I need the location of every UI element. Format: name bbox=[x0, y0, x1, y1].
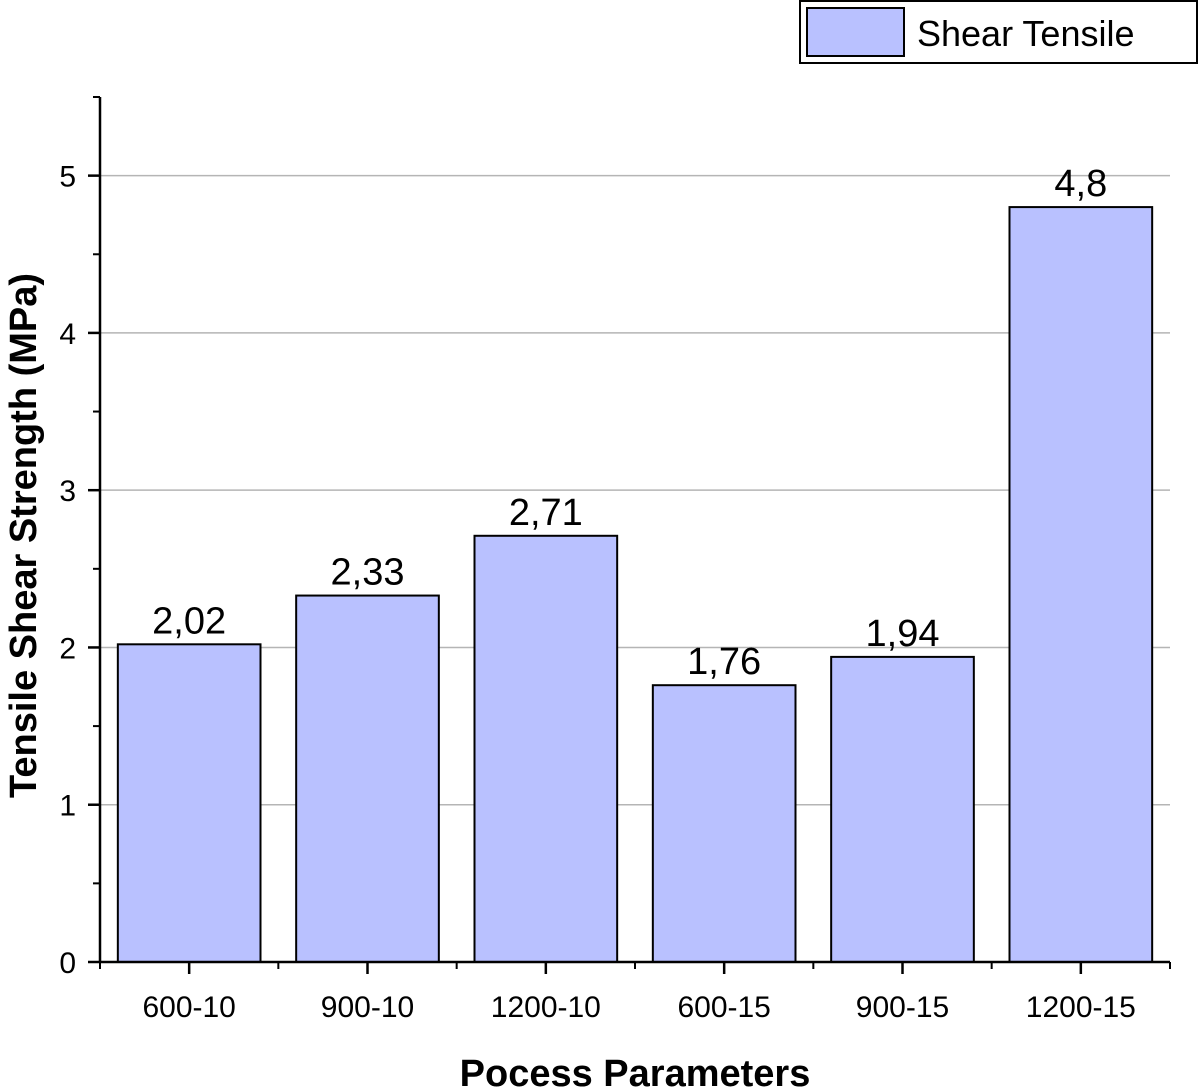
x-tick-label: 1200-10 bbox=[491, 991, 601, 1024]
y-tick-label: 2 bbox=[59, 632, 76, 665]
y-tick-label: 3 bbox=[59, 475, 76, 508]
y-axis-title: Tensile Shear Strength (MPa) bbox=[3, 273, 45, 798]
x-tick-label: 600-10 bbox=[142, 991, 235, 1024]
bar-1200-15 bbox=[1008, 206, 1154, 964]
x-axis-title: Pocess Parameters bbox=[460, 1053, 811, 1090]
y-tick-label: 5 bbox=[59, 161, 76, 194]
x-ticks: 600-10 900-10 1200-10 600-15 900-15 1200-15 bbox=[99, 962, 1171, 1024]
data-label: 2,02 bbox=[152, 600, 226, 642]
x-tick-label: 900-15 bbox=[856, 991, 949, 1024]
bar-900-10 bbox=[295, 594, 440, 964]
data-labels: 2,02 2,33 2,71 1,76 1,94 4,8 bbox=[152, 163, 1107, 683]
x-tick-label: 900-10 bbox=[321, 991, 414, 1024]
legend-swatch bbox=[806, 7, 905, 57]
y-tick-label: 1 bbox=[59, 790, 76, 823]
gridlines bbox=[100, 174, 1170, 806]
data-label: 2,71 bbox=[509, 492, 583, 534]
y-tick-label: 4 bbox=[59, 318, 76, 351]
data-label: 2,33 bbox=[331, 552, 405, 594]
bar-1200-10 bbox=[473, 534, 619, 963]
data-label: 1,94 bbox=[866, 613, 940, 655]
x-tick-label: 1200-15 bbox=[1026, 991, 1136, 1024]
y-ticks: 0 1 2 3 4 5 bbox=[59, 96, 100, 980]
legend-label: Shear Tensile bbox=[917, 13, 1134, 54]
data-label: 1,76 bbox=[687, 641, 761, 683]
bar-600-10 bbox=[116, 643, 262, 963]
bar-600-15 bbox=[651, 684, 797, 963]
bar-900-15 bbox=[830, 655, 975, 964]
data-label: 4,8 bbox=[1054, 163, 1107, 205]
y-tick-label: 0 bbox=[59, 947, 76, 980]
legend: Shear Tensile bbox=[799, 0, 1198, 64]
bars bbox=[116, 206, 1154, 964]
x-tick-label: 600-15 bbox=[677, 991, 770, 1024]
